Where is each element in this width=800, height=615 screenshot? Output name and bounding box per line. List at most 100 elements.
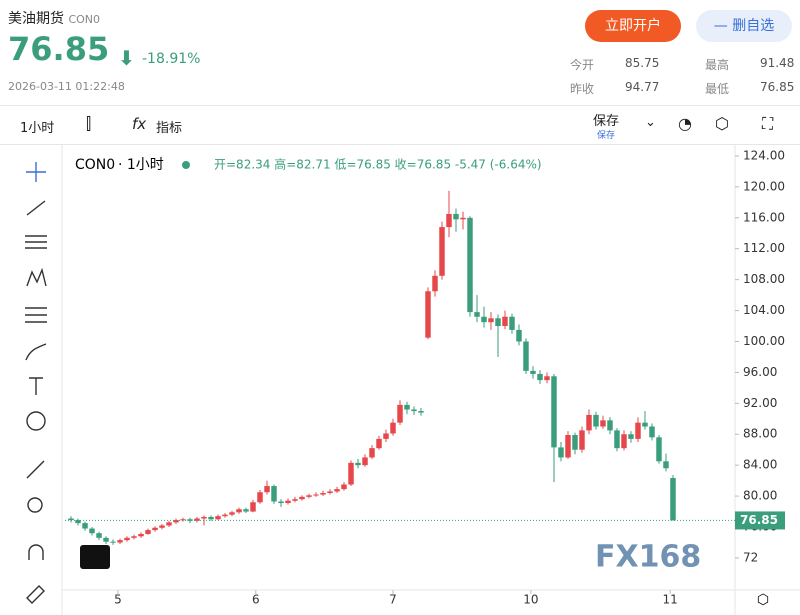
save-sub: 保存 <box>597 131 616 141</box>
price: 76.85 <box>8 30 110 68</box>
interval-button[interactable]: 1小时 <box>20 121 55 136</box>
candle-body <box>131 536 137 538</box>
candle-body <box>89 528 95 534</box>
candle-body <box>481 316 487 323</box>
alert-button[interactable]: ◔ <box>678 114 692 133</box>
candle-body <box>229 512 235 515</box>
ohlc-legend: 开=82.34 高=82.71 低=76.85 收=76.85 -5.47 (-… <box>214 157 542 172</box>
candle-body <box>159 525 165 528</box>
candle-body <box>404 404 410 410</box>
candle-body <box>75 520 81 524</box>
y-tick-label: 76.00 <box>743 520 777 534</box>
candle-body <box>96 533 102 538</box>
fib-tool <box>25 235 47 249</box>
watch-text: 删自选 <box>732 18 775 34</box>
y-tick-label: 108.00 <box>743 272 785 286</box>
candle-body <box>278 501 284 504</box>
candle-body <box>565 435 571 458</box>
candle-body <box>173 520 179 523</box>
candle-body <box>579 430 585 450</box>
toolbar: 1小时 ⫿ fx 指标 保存 保存 ⌄ ◔ ⬡ ⛶ <box>0 105 800 145</box>
y-tick-label: 72 <box>743 550 758 564</box>
candle-body <box>621 434 627 449</box>
y-tick-label: 124.00 <box>743 148 785 162</box>
candle-body <box>152 527 158 531</box>
settings-button[interactable]: ⬡ <box>715 114 729 133</box>
stat-value: 85.75 <box>625 56 660 70</box>
stat-label: 最低 <box>705 82 730 96</box>
candle-body <box>607 420 613 431</box>
y-tick-label: 112.00 <box>743 241 785 255</box>
y-tick-label: 88.00 <box>743 427 777 441</box>
fx-icon[interactable]: fx <box>132 115 147 133</box>
y-tick-label: 120.00 <box>743 179 785 193</box>
indicators-button[interactable]: 指标 <box>156 121 183 136</box>
y-tick-label: 92.00 <box>743 396 777 410</box>
stat-value: 76.85 <box>760 80 795 94</box>
ruler-tool <box>26 460 45 479</box>
candle-body <box>208 516 214 520</box>
y-tick-label: 104.00 <box>743 303 785 317</box>
code: CON0 <box>68 13 101 26</box>
candle-body <box>670 477 676 521</box>
y-tick-label: 100.00 <box>743 334 785 348</box>
candle-type-button[interactable]: ⫿ <box>86 114 92 133</box>
candle-body <box>271 486 277 502</box>
watermark: FX168 <box>595 540 701 575</box>
crosshair-tool <box>26 162 46 182</box>
candle-body <box>523 341 529 371</box>
datetime: 2026-03-11 01:22:48 <box>8 80 125 93</box>
candle-body <box>110 541 116 543</box>
last-price-box <box>735 511 785 530</box>
dropdown[interactable]: ⌄ <box>645 115 656 130</box>
candle-body <box>488 318 494 323</box>
candle-body <box>187 519 193 521</box>
x-tick-label: 6 <box>252 593 260 607</box>
candle-body <box>341 484 347 490</box>
stat-label: 今开 <box>570 58 595 72</box>
watch-button[interactable]: — 删自选 <box>696 10 792 42</box>
text-tool <box>29 377 43 395</box>
candle-body <box>194 518 200 521</box>
candle-body <box>313 494 319 496</box>
candle-body <box>544 376 550 381</box>
x-tick-label: 10 <box>523 593 538 607</box>
down-arrow: ⬇ <box>118 46 135 70</box>
candle-body <box>222 514 228 517</box>
candle-body <box>299 496 305 500</box>
candle-body <box>250 502 256 512</box>
lock-tool <box>26 585 45 604</box>
fullscreen-button[interactable]: ⛶ <box>762 114 774 133</box>
candle-body <box>236 509 242 513</box>
candle-body <box>138 533 144 537</box>
stat-label: 昨收 <box>570 82 595 96</box>
candle-body <box>68 518 74 521</box>
candle-body <box>418 411 424 413</box>
candle-body <box>642 422 648 427</box>
save-button[interactable]: 保存 <box>593 114 620 129</box>
candle-body <box>376 438 382 449</box>
candle-body <box>117 540 123 543</box>
candle-body <box>201 516 207 519</box>
title: 美油期货 CON0 <box>8 8 100 28</box>
candle-body <box>509 316 515 330</box>
candle-body <box>355 462 361 466</box>
candle-body <box>145 530 151 534</box>
candle-body <box>474 312 480 317</box>
tv-logo <box>80 545 110 569</box>
candle-body <box>320 492 326 495</box>
candle-body <box>586 414 592 431</box>
candle-body <box>292 499 298 501</box>
projection-tool <box>25 307 47 323</box>
open-account-button[interactable]: 立即开户 <box>585 10 681 42</box>
y-tick-label: 80.00 <box>743 489 777 503</box>
candle-body <box>628 434 634 439</box>
candle-body <box>516 329 522 342</box>
candle-body <box>362 457 368 466</box>
candle-body <box>656 437 662 462</box>
x-tick-label: 5 <box>114 593 122 607</box>
candle-body <box>257 492 263 503</box>
line-tool <box>26 200 46 216</box>
candle-body <box>327 491 333 493</box>
candle-body <box>425 291 431 338</box>
